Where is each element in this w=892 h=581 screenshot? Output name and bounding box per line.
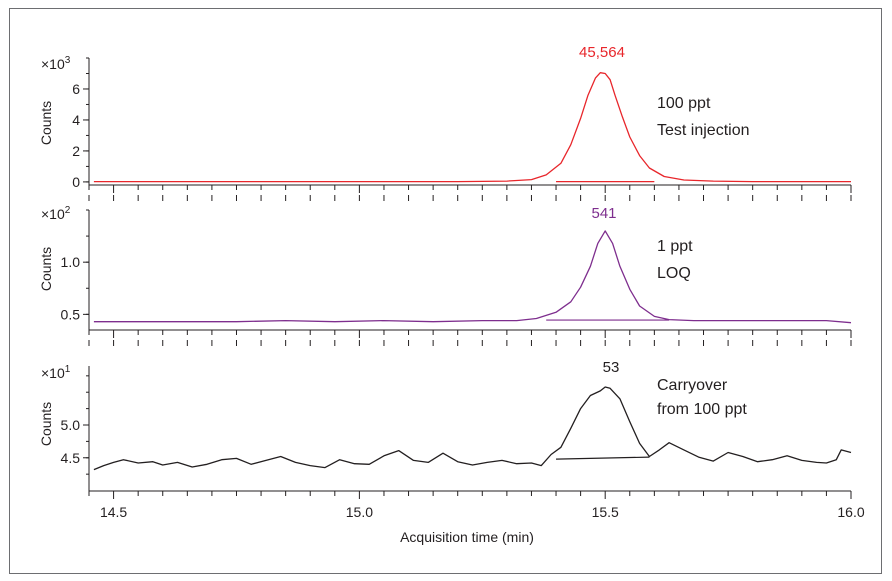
baseline-bottom bbox=[556, 456, 650, 460]
x-axis-title: Acquisition time (min) bbox=[400, 529, 534, 545]
y-tick-label-bottom: 4.5 bbox=[61, 450, 81, 466]
peak-label-bottom: 53 bbox=[603, 359, 620, 376]
x-tick-label: 14.5 bbox=[100, 504, 127, 520]
scale-multiplier-bottom: ×101 bbox=[41, 364, 71, 381]
scale-multiplier-middle: ×102 bbox=[41, 205, 71, 222]
y-tick-label-top: 0 bbox=[72, 174, 80, 190]
annotation-middle-line1: 1 ppt bbox=[657, 238, 693, 255]
scale-multiplier-top: ×103 bbox=[41, 55, 71, 72]
annotation-middle-line2: LOQ bbox=[657, 265, 691, 282]
y-tick-label-middle: 0.5 bbox=[61, 306, 81, 322]
x-tick-label: 15.5 bbox=[592, 504, 619, 520]
ylabel-middle: Counts bbox=[38, 247, 54, 291]
ylabel-top: Counts bbox=[38, 101, 54, 145]
y-tick-label-top: 6 bbox=[72, 81, 80, 97]
series-line-top bbox=[93, 72, 851, 183]
annotation-top-line1: 100 ppt bbox=[657, 95, 711, 112]
y-tick-label-top: 4 bbox=[72, 112, 80, 128]
annotation-top-line2: Test injection bbox=[657, 122, 750, 139]
y-tick-label-bottom: 5.0 bbox=[61, 417, 81, 433]
peak-label-top: 45,564 bbox=[579, 44, 625, 61]
series-line-middle bbox=[93, 230, 852, 324]
series-line-bottom bbox=[93, 386, 852, 471]
ylabel-bottom: Counts bbox=[38, 402, 54, 446]
annotation-bottom-line2: from 100 ppt bbox=[657, 401, 747, 418]
x-tick-label: 15.0 bbox=[346, 504, 373, 520]
annotation-bottom-line1: Carryover bbox=[657, 377, 728, 394]
x-tick-label: 16.0 bbox=[837, 504, 864, 520]
y-tick-label-middle: 1.0 bbox=[61, 254, 81, 270]
figure-frame bbox=[9, 8, 882, 574]
peak-label-middle: 541 bbox=[591, 205, 616, 222]
y-tick-label-top: 2 bbox=[72, 143, 80, 159]
